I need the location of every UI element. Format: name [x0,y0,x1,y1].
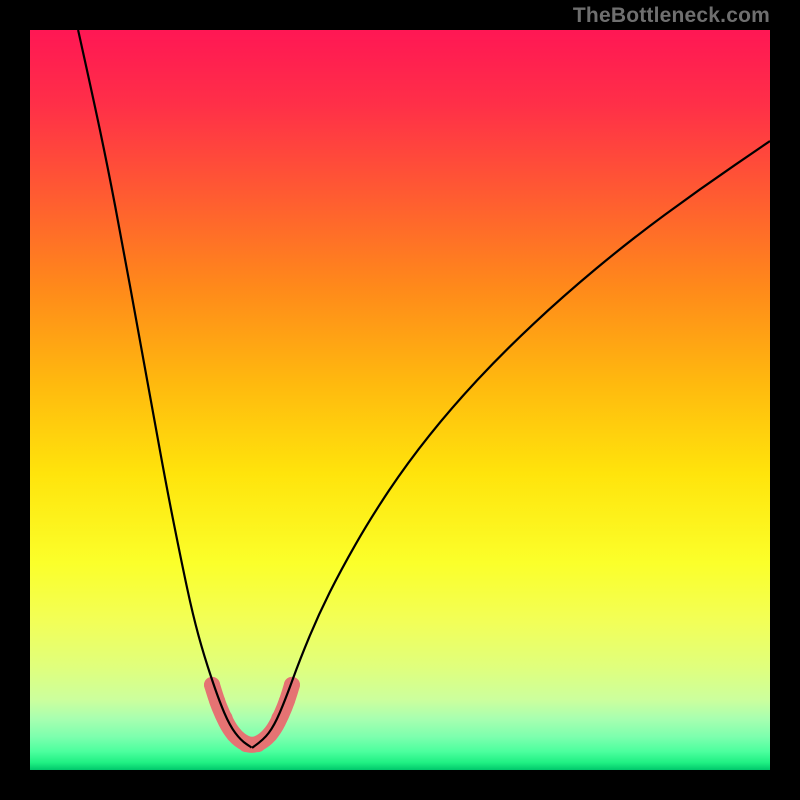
curve-left-branch [78,30,252,748]
watermark-text: TheBottleneck.com [573,4,770,28]
chart-frame: TheBottleneck.com [0,0,800,800]
curve-right-branch [252,141,770,748]
curve-layer [30,30,770,770]
plot-area [30,30,770,770]
highlight-u-shape [204,677,300,752]
